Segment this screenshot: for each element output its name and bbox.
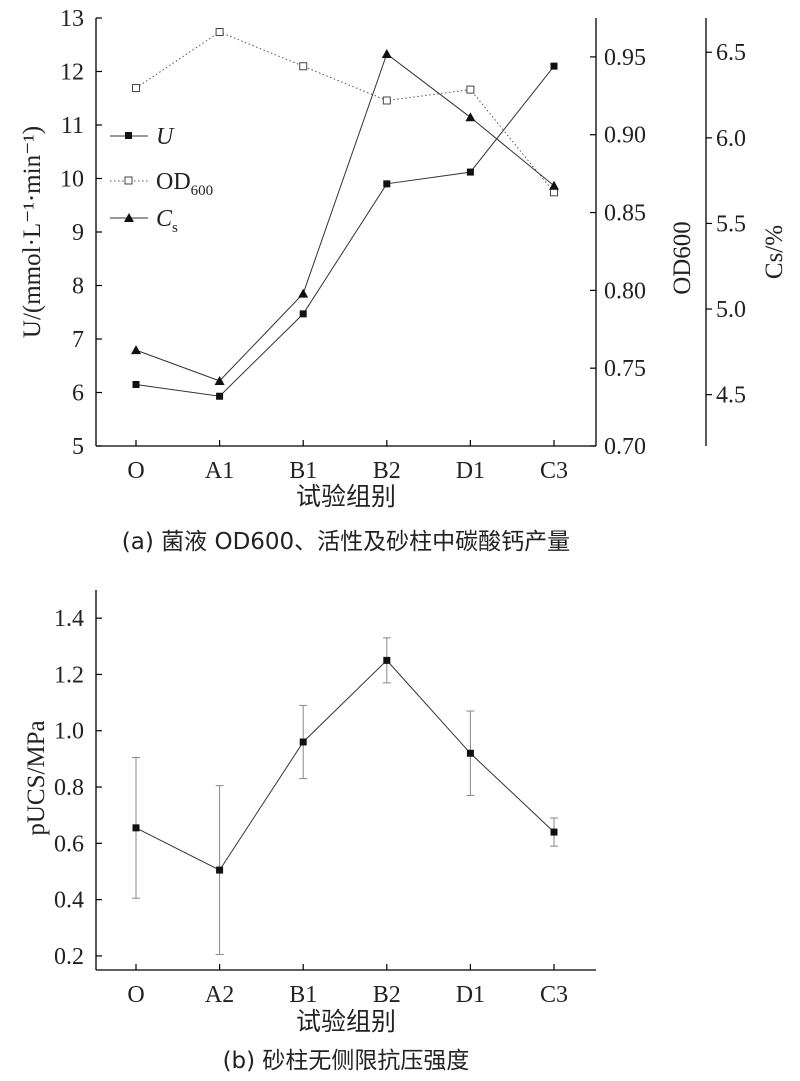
chart-a-cs-ylabel: Cs/% (761, 225, 788, 279)
point-Cs (381, 48, 392, 58)
left-tick-label: 13 (60, 6, 84, 32)
point-OD600 (550, 188, 558, 197)
od-tick-label: 0.80 (604, 278, 646, 304)
x-tick-label: O (127, 458, 144, 484)
chart-b-ylabel: pUCS/MPa (23, 720, 50, 835)
b-x-tick-label: O (127, 982, 144, 1008)
cs-tick-label: 5.0 (716, 297, 746, 323)
legend-u-marker (125, 132, 132, 139)
left-tick-label: 7 (72, 327, 84, 353)
left-tick-label: 6 (72, 381, 84, 407)
point-U (466, 168, 474, 176)
b-left-tick-label: 0.6 (54, 831, 84, 857)
left-tick-label: 12 (60, 60, 84, 86)
point-U (383, 180, 391, 188)
b-x-tick-label: C3 (540, 982, 568, 1008)
chart-a-left-ylabel: U/(mmol·L⁻¹·min⁻¹) (19, 126, 46, 338)
left-tick-label: 11 (61, 113, 84, 139)
series-line-OD600 (135, 31, 555, 193)
chart-a-xlabel: 试验组别 (296, 483, 396, 511)
point-U (299, 310, 307, 318)
legend-cs-label: Cs (156, 206, 178, 236)
point-U (216, 392, 224, 400)
point-U (550, 62, 558, 70)
series-line-U (135, 65, 555, 397)
chart-a: 5 6 7 8 9 10 11 12 13 0.70 0.75 0.80 0.85 0.90 0.95 4.5… (19, 6, 788, 555)
cs-tick-label: 6.5 (716, 40, 746, 66)
cs-tick-label: 6.0 (716, 126, 746, 152)
chart-b-caption: (b) 砂柱无侧限抗压强度 (223, 1048, 470, 1074)
b-left-tick-label: 0.4 (54, 888, 84, 914)
legend-cs-marker (124, 213, 134, 222)
legend-u-label: U (156, 124, 175, 150)
b-x-tick-label: B1 (289, 982, 317, 1008)
x-tick-label: D1 (456, 458, 485, 484)
chart-a-caption: (a) 菌液 OD600、活性及砂柱中碳酸钙产量 (122, 529, 570, 555)
point-OD600 (132, 84, 140, 93)
legend-cs-main: C (156, 206, 173, 232)
chart-b-ticks: 0.2 0.4 0.6 0.8 1.0 1.2 1.4 O A2 B1 B2 D1 C3 (54, 606, 568, 1008)
x-tick-label: A1 (205, 458, 234, 484)
od-tick-label: 0.70 (604, 434, 646, 460)
legend-cs-sub: s (172, 220, 178, 236)
x-tick-label: B2 (373, 458, 401, 484)
b-left-tick-label: 0.2 (54, 944, 84, 970)
pucs-point (466, 749, 474, 757)
pucs-point (216, 866, 224, 874)
point-Cs (465, 112, 476, 122)
b-x-tick-label: A2 (205, 982, 234, 1008)
chart-b-xlabel: 试验组别 (296, 1008, 396, 1036)
pucs-point (299, 738, 307, 746)
chart-b-series (132, 637, 558, 956)
series-line-Cs (135, 53, 555, 382)
b-x-tick-label: B2 (373, 982, 401, 1008)
chart-b-axes (95, 590, 596, 971)
chart-a-ticks: 5 6 7 8 9 10 11 12 13 0.70 0.75 0.80 0.85 0.90 0.95 4.5… (60, 6, 746, 484)
pucs-point (550, 828, 558, 836)
point-Cs (298, 288, 309, 298)
left-tick-label: 10 (60, 167, 84, 193)
pucs-point (383, 656, 391, 664)
point-Cs (549, 180, 559, 190)
left-tick-label: 8 (72, 274, 84, 300)
point-Cs (214, 375, 225, 385)
legend-od-label: OD600 (156, 169, 213, 199)
cs-tick-label: 5.5 (716, 211, 746, 237)
pucs-line (135, 659, 555, 871)
point-OD600 (466, 85, 475, 94)
point-OD600 (299, 62, 308, 71)
cs-tick-label: 4.5 (716, 383, 746, 409)
x-tick-label: B1 (289, 458, 317, 484)
x-tick-label: C3 (540, 458, 568, 484)
od-tick-label: 0.95 (604, 45, 646, 71)
od-tick-label: 0.75 (604, 356, 646, 382)
legend-od-sub: 600 (191, 183, 214, 199)
left-tick-label: 9 (72, 220, 84, 246)
chart-a-legend: U OD600 Cs (110, 124, 213, 236)
b-left-tick-label: 0.8 (54, 775, 84, 801)
point-OD600 (215, 28, 224, 37)
od-tick-label: 0.90 (604, 123, 646, 149)
left-tick-label: 5 (72, 434, 84, 460)
point-U (132, 380, 140, 388)
legend-od-marker (124, 176, 133, 185)
b-left-tick-label: 1.4 (54, 606, 84, 632)
b-left-tick-label: 1.2 (54, 662, 84, 688)
point-OD600 (382, 96, 391, 105)
pucs-point (132, 824, 140, 832)
b-left-tick-label: 1.0 (54, 719, 84, 745)
chart-a-series (131, 28, 559, 400)
legend-od-main: OD (156, 169, 191, 195)
point-Cs (131, 345, 141, 355)
chart-b: 0.2 0.4 0.6 0.8 1.0 1.2 1.4 O A2 B1 B2 D1 C3 pUCS/MP… (23, 590, 596, 1074)
chart-a-od-ylabel: OD600 (669, 221, 696, 295)
b-x-tick-label: D1 (456, 982, 485, 1008)
od-tick-label: 0.85 (604, 201, 646, 227)
